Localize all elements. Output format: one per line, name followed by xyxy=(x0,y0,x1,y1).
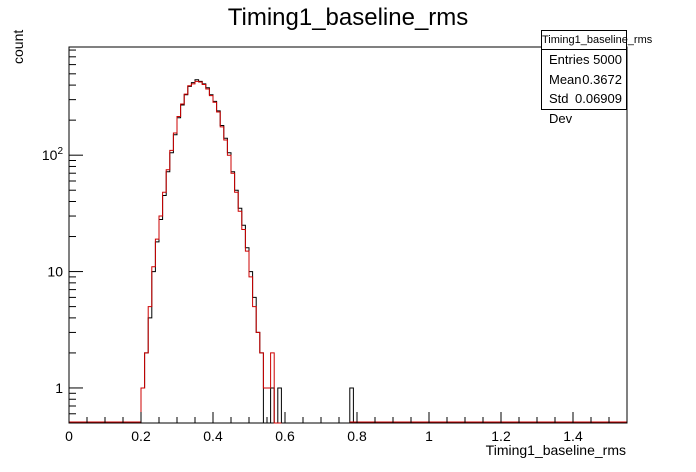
x-tick-label: 1 xyxy=(425,428,433,444)
x-tick-label: 0 xyxy=(65,428,73,444)
stats-row-entries: Entries 5000 xyxy=(542,50,626,70)
x-tick-label: 0.8 xyxy=(347,428,367,444)
x-axis-label: Timing1_baseline_rms xyxy=(485,442,626,458)
stats-value: 0.06909 xyxy=(575,91,622,106)
stats-label: Mean xyxy=(549,71,582,87)
stats-box-title: Timing1_baseline_rms xyxy=(542,31,652,50)
stats-value: 5000 xyxy=(593,52,622,67)
chart-title: Timing1_baseline_rms xyxy=(227,4,469,31)
stats-row-stddev: Std Dev 0.06909 xyxy=(542,89,626,126)
stats-box: Timing1_baseline_rms Entries 5000 Mean 0… xyxy=(541,30,652,126)
histogram-series-1 xyxy=(140,80,282,424)
x-tick-label: 0.2 xyxy=(131,428,151,444)
y-tick-label: 1 xyxy=(55,380,63,396)
y-tick-label: 102 xyxy=(42,146,64,163)
y-axis-label: count xyxy=(10,29,26,64)
x-tick-label: 1.2 xyxy=(491,428,511,444)
stats-label: Std Dev xyxy=(549,91,573,126)
y-tick-label: 10 xyxy=(47,264,63,280)
stats-row-mean: Mean 0.3672 xyxy=(542,70,626,90)
x-tick-label: 1.4 xyxy=(563,428,583,444)
stats-label: Entries xyxy=(549,52,590,67)
x-tick-label: 0.6 xyxy=(275,428,295,444)
stats-value: 0.3672 xyxy=(582,71,622,87)
x-tick-label: 0.4 xyxy=(203,428,223,444)
